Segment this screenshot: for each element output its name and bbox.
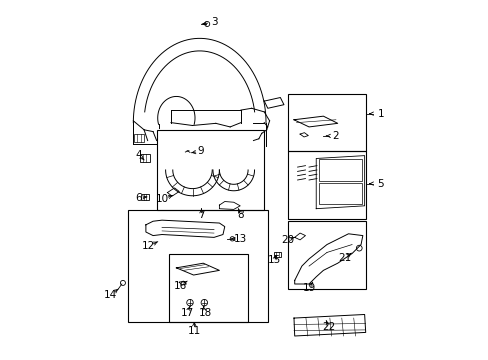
Text: 7: 7: [198, 210, 204, 220]
Text: 18: 18: [198, 309, 211, 318]
Bar: [128, 211, 267, 321]
Text: 21: 21: [338, 253, 351, 263]
Text: 10: 10: [156, 194, 169, 204]
Bar: [319, 183, 362, 204]
Bar: [319, 159, 362, 181]
Text: 6: 6: [135, 193, 142, 203]
Text: 8: 8: [237, 210, 244, 220]
Bar: [287, 151, 366, 220]
Text: 3: 3: [210, 17, 217, 27]
Text: 11: 11: [187, 326, 201, 336]
Text: 15: 15: [267, 255, 280, 265]
Text: 5: 5: [377, 179, 383, 189]
Text: 22: 22: [322, 322, 335, 332]
Bar: [169, 253, 247, 321]
Text: 17: 17: [180, 309, 193, 318]
Text: 19: 19: [302, 283, 315, 293]
Bar: [273, 252, 281, 257]
Text: 4: 4: [135, 150, 142, 160]
Text: 12: 12: [142, 241, 155, 251]
Bar: [287, 221, 366, 289]
Text: 1: 1: [377, 109, 383, 119]
Text: 13: 13: [234, 234, 247, 244]
Text: 16: 16: [173, 281, 186, 291]
Bar: [156, 130, 264, 211]
Text: 14: 14: [104, 290, 117, 300]
Bar: [134, 134, 144, 141]
Text: 2: 2: [332, 131, 339, 141]
Bar: [287, 94, 366, 151]
Bar: [140, 154, 149, 162]
Text: 9: 9: [197, 146, 203, 156]
Text: 20: 20: [281, 235, 293, 245]
Bar: [141, 194, 149, 201]
